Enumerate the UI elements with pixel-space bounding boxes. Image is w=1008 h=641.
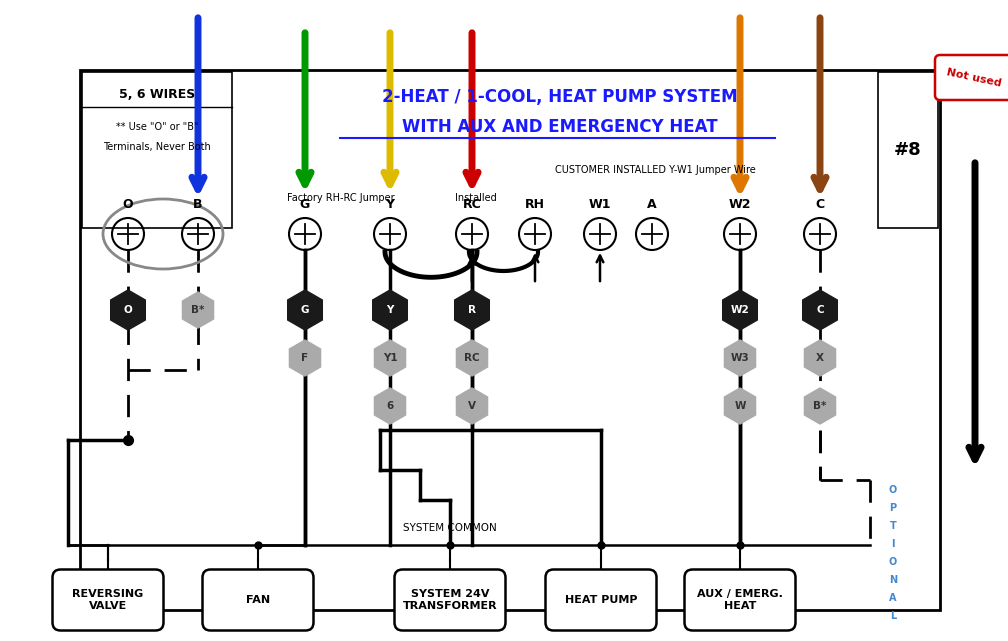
Text: Factory RH-RC Jumper: Factory RH-RC Jumper: [287, 193, 394, 203]
Text: O: O: [124, 305, 132, 315]
FancyBboxPatch shape: [52, 569, 163, 631]
Polygon shape: [374, 388, 405, 424]
Text: G: G: [299, 198, 310, 211]
Text: O: O: [123, 198, 133, 211]
Text: C: C: [816, 305, 824, 315]
Text: B: B: [194, 198, 203, 211]
Text: O: O: [889, 485, 897, 495]
Text: W1: W1: [589, 198, 611, 211]
FancyBboxPatch shape: [545, 569, 656, 631]
Bar: [878, 72, 938, 228]
Polygon shape: [373, 290, 407, 330]
FancyBboxPatch shape: [935, 55, 1008, 100]
Text: SYSTEM 24V
TRANSFORMER: SYSTEM 24V TRANSFORMER: [402, 589, 497, 611]
Text: C: C: [815, 198, 825, 211]
Polygon shape: [804, 388, 836, 424]
Text: B*: B*: [813, 401, 827, 411]
Text: #8: #8: [894, 141, 922, 159]
Text: Y: Y: [386, 305, 394, 315]
Text: T: T: [890, 521, 896, 531]
Text: Terminals, Never Both: Terminals, Never Both: [103, 142, 211, 152]
Polygon shape: [289, 340, 321, 376]
Text: X: X: [816, 353, 824, 363]
Text: V: V: [468, 401, 476, 411]
Text: REVERSING
VALVE: REVERSING VALVE: [73, 589, 143, 611]
Polygon shape: [725, 340, 756, 376]
Polygon shape: [725, 388, 756, 424]
Polygon shape: [457, 340, 488, 376]
Text: WITH AUX AND EMERGENCY HEAT: WITH AUX AND EMERGENCY HEAT: [402, 118, 718, 136]
Polygon shape: [723, 290, 757, 330]
Polygon shape: [111, 290, 145, 330]
Text: R: R: [468, 305, 476, 315]
Text: A: A: [647, 198, 657, 211]
Polygon shape: [802, 290, 838, 330]
Text: Y1: Y1: [383, 353, 397, 363]
Text: HEAT PUMP: HEAT PUMP: [564, 595, 637, 605]
Text: Installed: Installed: [455, 193, 497, 203]
Polygon shape: [374, 340, 405, 376]
Text: B*: B*: [192, 305, 205, 315]
Polygon shape: [287, 290, 323, 330]
Text: ** Use "O" or "B": ** Use "O" or "B": [116, 122, 199, 132]
Text: A: A: [889, 593, 897, 603]
Text: P: P: [889, 503, 896, 513]
Polygon shape: [804, 340, 836, 376]
Text: G: G: [300, 305, 309, 315]
Text: 5, 6 WIRES: 5, 6 WIRES: [119, 88, 196, 101]
Text: CUSTOMER INSTALLED Y-W1 Jumper Wire: CUSTOMER INSTALLED Y-W1 Jumper Wire: [555, 165, 756, 175]
Bar: [82, 72, 232, 228]
FancyBboxPatch shape: [203, 569, 313, 631]
Text: W: W: [734, 401, 746, 411]
Text: W2: W2: [731, 305, 749, 315]
Text: W2: W2: [729, 198, 751, 211]
Text: I: I: [891, 539, 895, 549]
Text: N: N: [889, 575, 897, 585]
FancyBboxPatch shape: [394, 569, 505, 631]
Text: F: F: [301, 353, 308, 363]
Text: FAN: FAN: [246, 595, 270, 605]
Text: 6: 6: [386, 401, 394, 411]
Text: RH: RH: [525, 198, 545, 211]
Text: RC: RC: [463, 198, 482, 211]
Text: 2-HEAT / 1-COOL, HEAT PUMP SYSTEM: 2-HEAT / 1-COOL, HEAT PUMP SYSTEM: [382, 88, 738, 106]
Polygon shape: [457, 388, 488, 424]
Polygon shape: [182, 292, 214, 328]
Text: Y: Y: [385, 198, 394, 211]
Text: O: O: [889, 557, 897, 567]
Text: AUX / EMERG.
HEAT: AUX / EMERG. HEAT: [698, 589, 783, 611]
Text: RC: RC: [465, 353, 480, 363]
FancyBboxPatch shape: [684, 569, 795, 631]
Text: L: L: [890, 611, 896, 621]
Text: W3: W3: [731, 353, 749, 363]
Text: SYSTEM COMMON: SYSTEM COMMON: [403, 523, 497, 533]
Text: Not used: Not used: [946, 67, 1002, 88]
Bar: [80, 70, 940, 610]
Polygon shape: [455, 290, 489, 330]
